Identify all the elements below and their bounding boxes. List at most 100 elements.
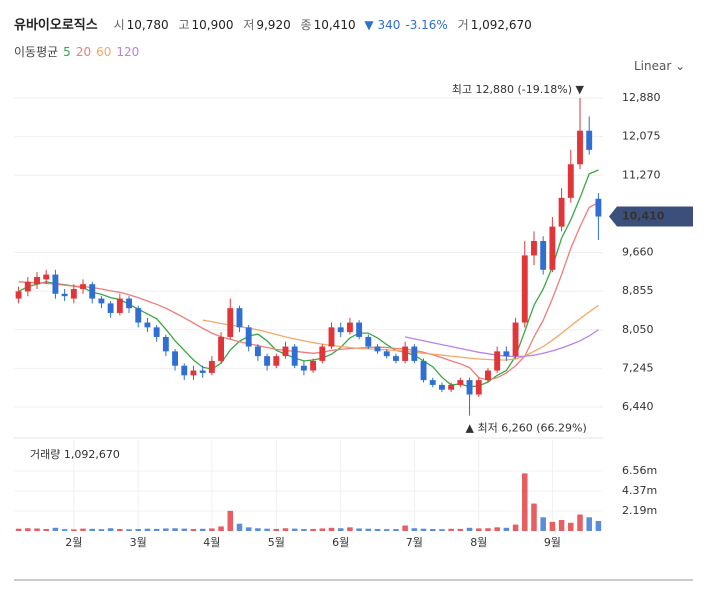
scale-selector[interactable]: Linear ⌄ [634, 59, 686, 73]
volume-bar [301, 529, 307, 531]
candle-body [34, 276, 40, 285]
y-tick-label: 8,050 [622, 323, 654, 336]
candle-body [558, 197, 565, 227]
candle-body [374, 346, 381, 352]
candle-body [531, 241, 537, 256]
candle-body [61, 293, 68, 297]
candle-body [80, 284, 86, 289]
price-tag [609, 206, 693, 227]
change: ▼ 340 [364, 18, 401, 32]
volume-bar [117, 528, 123, 531]
candle-body [273, 356, 280, 366]
volume-bar [172, 528, 178, 531]
volume-bar [52, 527, 59, 531]
candle-body [595, 198, 602, 217]
candle-body [15, 291, 22, 299]
candle-body [264, 356, 271, 366]
ma-line [202, 304, 599, 361]
volume-bar [365, 528, 372, 531]
volume-bar [227, 510, 234, 531]
volume-bar [34, 528, 40, 531]
volume-bar [61, 529, 68, 531]
candle-body [586, 130, 593, 150]
volume-bar [586, 517, 592, 531]
y-tick-label: 7,245 [622, 361, 654, 374]
volume-bar [98, 529, 105, 531]
candle-body [549, 226, 556, 270]
volume-bar [383, 529, 390, 531]
candle-body [190, 370, 197, 376]
volume-bar [512, 524, 519, 531]
candle-body [254, 346, 261, 357]
candle-body [448, 384, 455, 390]
candle-body [208, 360, 215, 373]
volume-bar [135, 529, 142, 531]
candle-body [126, 298, 132, 309]
volume-bar [218, 526, 224, 531]
candle-body [328, 327, 335, 347]
candle-body [236, 308, 243, 328]
y-tick-label: 9,660 [622, 246, 654, 259]
volume-bar [310, 528, 316, 531]
candle-body [429, 380, 436, 385]
volume-bar [540, 517, 546, 531]
candle-body [43, 274, 50, 280]
candle-body [199, 370, 206, 373]
volume-bar [439, 529, 445, 531]
x-tick-label: 6월 [332, 536, 349, 549]
candle-body [383, 351, 390, 357]
candle-body [181, 365, 188, 376]
volume-bar [568, 522, 574, 531]
volume-bar [531, 503, 537, 531]
volume-bar [485, 528, 491, 531]
volume-bar [466, 527, 473, 531]
candle-body [98, 298, 105, 304]
candle-body [503, 351, 510, 357]
volume-bar [107, 528, 114, 531]
scale-label[interactable]: Linear [634, 59, 672, 73]
volume-bar [255, 528, 261, 531]
value: 10,780 [126, 18, 169, 32]
change-pct: -3.16% [405, 18, 448, 32]
candle-body [310, 360, 317, 371]
candle-body [319, 346, 326, 361]
candle-body [475, 380, 482, 395]
label: 종 [300, 18, 312, 32]
candle-body [567, 164, 574, 198]
candle-body [485, 370, 491, 381]
volume-bar [282, 528, 289, 531]
volume-bar [209, 528, 215, 531]
candle-body [116, 298, 123, 313]
candle-body [172, 351, 178, 366]
ma-legend-item: 60 [96, 45, 112, 59]
ma-line [404, 329, 599, 358]
volume-bar [448, 528, 454, 531]
volume-bar [558, 520, 565, 531]
volume-tick-label: 4.37m [622, 484, 657, 497]
candle-body [135, 308, 142, 323]
candle-body [577, 130, 583, 165]
ma-legend-item: 5 [63, 45, 71, 59]
volume-bar [181, 528, 188, 531]
candle-body [337, 327, 344, 333]
value: 1,092,670 [470, 18, 532, 32]
volume-bar [549, 521, 556, 531]
volume-tick-label: 2.19m [622, 504, 657, 517]
candle-body [245, 327, 252, 347]
min-annotation: ▲ 최저 6,260 (66.29%) [466, 422, 587, 435]
volume-bar [356, 528, 362, 531]
candle-body [540, 241, 547, 270]
candle-body [52, 274, 59, 294]
volume-bar [577, 514, 583, 531]
candle-body [411, 346, 418, 361]
volume-bar [337, 528, 344, 531]
volume-bar [291, 528, 298, 531]
volume-bar [420, 528, 427, 531]
candle-body [512, 322, 519, 357]
volume-bar [71, 529, 77, 531]
candle-body [439, 384, 445, 390]
volume-bar [43, 528, 49, 531]
volume-bar [402, 525, 408, 531]
